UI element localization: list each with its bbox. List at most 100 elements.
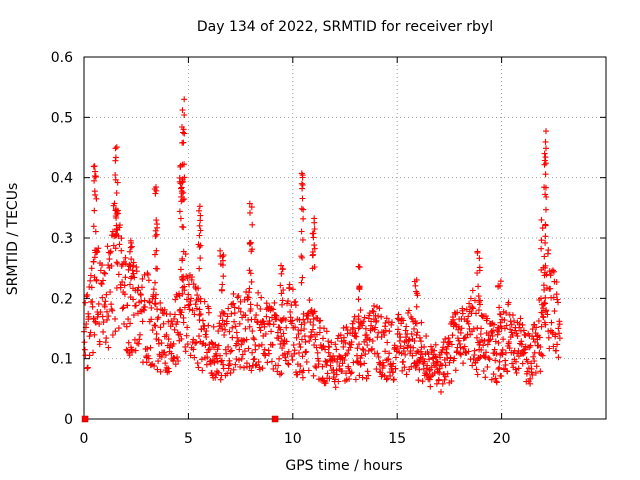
data-point <box>145 277 152 284</box>
data-point <box>513 358 519 365</box>
data-point <box>403 323 410 330</box>
data-point <box>168 350 175 357</box>
data-point <box>497 278 504 285</box>
data-point <box>421 358 428 365</box>
data-point <box>375 329 382 336</box>
data-point <box>449 332 456 339</box>
data-point <box>517 315 524 322</box>
data-point <box>299 195 306 202</box>
data-point <box>364 342 371 348</box>
data-point <box>307 319 314 326</box>
data-point <box>116 241 123 248</box>
data-point <box>252 362 259 369</box>
data-point <box>535 318 542 324</box>
data-point <box>196 203 203 210</box>
data-point <box>120 304 127 311</box>
data-point <box>292 324 299 331</box>
data-point <box>382 320 389 326</box>
data-point <box>484 315 491 322</box>
data-point <box>485 355 492 361</box>
data-point <box>190 336 197 343</box>
y-tick-label: 0.6 <box>51 50 73 66</box>
data-point <box>199 367 206 374</box>
data-point <box>93 277 100 284</box>
data-point <box>497 311 504 318</box>
data-point <box>93 195 100 202</box>
data-point <box>428 364 435 371</box>
data-point <box>118 247 125 254</box>
data-point <box>492 375 499 382</box>
data-point <box>384 339 391 346</box>
data-point <box>502 349 509 356</box>
data-point <box>321 325 327 332</box>
data-point <box>378 313 385 320</box>
data-point <box>117 284 124 291</box>
data-point <box>420 365 427 372</box>
data-point <box>299 182 306 188</box>
data-point <box>248 248 255 255</box>
data-point <box>165 318 172 325</box>
data-point <box>344 350 351 357</box>
data-point <box>295 331 302 337</box>
data-point <box>279 345 286 352</box>
data-point <box>386 350 393 357</box>
data-point <box>189 274 195 280</box>
data-point <box>301 326 308 332</box>
data-point <box>355 316 362 323</box>
data-point <box>107 248 114 255</box>
data-point <box>210 323 217 330</box>
data-point <box>539 352 546 359</box>
data-point <box>90 349 96 356</box>
data-point <box>309 249 316 255</box>
data-point <box>362 351 369 358</box>
data-point <box>196 333 202 340</box>
data-point <box>417 348 424 355</box>
data-point <box>91 173 98 179</box>
data-point <box>153 247 160 254</box>
data-point <box>496 364 503 371</box>
data-point <box>172 361 179 368</box>
data-point <box>145 271 151 278</box>
data-point <box>133 268 140 275</box>
data-point <box>205 346 212 353</box>
data-point <box>278 317 285 324</box>
data-point <box>470 305 477 312</box>
data-point <box>525 365 532 372</box>
data-point <box>248 367 255 374</box>
data-point <box>97 267 104 274</box>
data-point <box>187 352 194 359</box>
data-point <box>242 312 249 319</box>
data-point <box>515 365 522 372</box>
data-point <box>519 321 526 328</box>
data-point <box>542 184 549 191</box>
data-point <box>297 363 304 369</box>
data-point <box>528 365 535 372</box>
data-point <box>332 376 339 383</box>
data-point <box>109 228 116 235</box>
data-point <box>237 363 244 370</box>
data-point <box>481 353 488 360</box>
data-point <box>196 207 202 214</box>
data-point <box>469 362 476 369</box>
data-point <box>556 321 563 328</box>
data-point <box>289 356 296 363</box>
data-point <box>185 291 192 298</box>
data-point <box>427 383 434 390</box>
data-point <box>113 214 120 221</box>
data-point <box>125 316 132 323</box>
data-point <box>540 282 547 289</box>
data-point <box>541 253 548 260</box>
data-point <box>282 316 289 323</box>
data-point <box>101 269 108 276</box>
data-point <box>153 231 160 238</box>
data-point <box>175 358 182 364</box>
data-point <box>253 312 260 319</box>
data-point <box>180 139 187 146</box>
data-point <box>177 215 184 222</box>
data-point <box>299 236 306 243</box>
data-point <box>103 335 110 342</box>
data-point <box>542 138 549 145</box>
data-point <box>100 328 107 335</box>
data-point <box>165 336 172 343</box>
data-point <box>128 256 135 263</box>
